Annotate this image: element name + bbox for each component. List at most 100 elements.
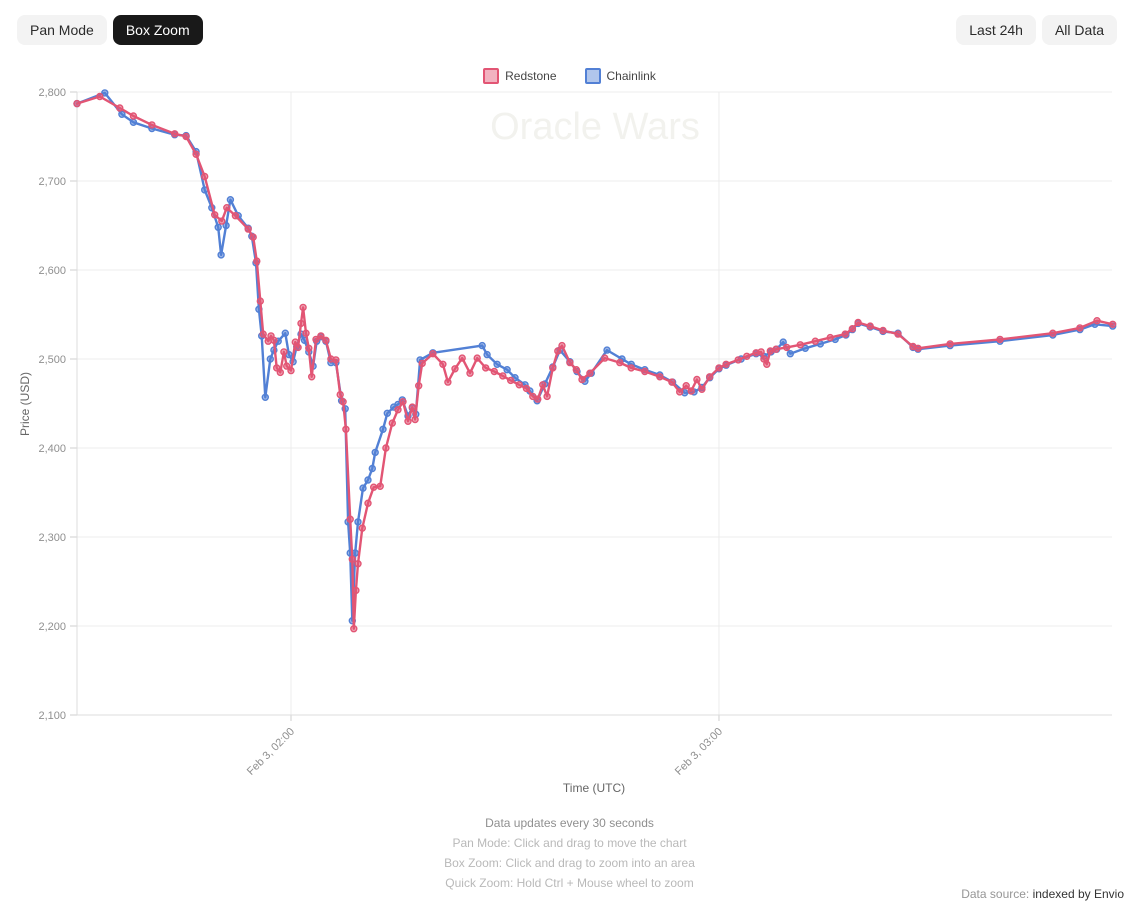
redstone-data-point — [302, 329, 310, 337]
redstone-data-point — [698, 385, 706, 393]
chainlink-data-point — [368, 464, 376, 473]
mode-toolbar: Pan Mode Box Zoom — [17, 15, 203, 45]
redstone-data-point — [253, 257, 261, 265]
redstone-data-point — [757, 348, 765, 356]
redstone-data-point — [411, 415, 419, 424]
price-chart-canvas[interactable]: Oracle Wars 2,100 2,200 2,300 2,400 2,500 2,60… — [0, 0, 1139, 806]
redstone-data-point — [693, 375, 701, 384]
last-24h-button[interactable]: Last 24h — [956, 15, 1036, 45]
redstone-data-point — [170, 130, 179, 138]
redstone-data-point — [350, 625, 358, 633]
redstone-data-point — [354, 560, 362, 568]
redstone-data-point — [116, 104, 124, 112]
redstone-data-point — [473, 354, 481, 362]
redstone-data-point — [231, 211, 240, 220]
redstone-data-point — [210, 211, 219, 219]
redstone-data-point — [1093, 317, 1101, 325]
redstone-data-point — [352, 586, 360, 595]
redstone-data-point — [439, 360, 447, 368]
redstone-data-point — [73, 99, 81, 108]
redstone-data-point — [218, 217, 226, 225]
redstone-data-point — [129, 112, 138, 120]
redstone-data-point — [287, 366, 295, 375]
redstone-data-point — [408, 403, 416, 411]
chainlink-data-point — [222, 221, 230, 230]
redstone-data-point — [276, 368, 284, 377]
y-tick-label: 2,600 — [38, 265, 66, 277]
redstone-data-point — [668, 378, 676, 386]
redstone-data-point — [783, 343, 791, 352]
box-zoom-hint: Box Zoom: Click and drag to zoom into an… — [444, 856, 695, 870]
redstone-data-point — [364, 499, 372, 507]
redstone-data-point — [415, 382, 423, 390]
redstone-data-point — [682, 382, 690, 390]
chainlink-data-point — [478, 341, 486, 350]
redstone-data-point — [601, 354, 609, 362]
y-tick-label: 2,700 — [38, 176, 66, 188]
redstone-data-point — [879, 326, 887, 335]
chainlink-data-point — [129, 118, 138, 127]
y-tick-label: 2,500 — [38, 354, 66, 366]
redstone-data-point — [586, 369, 594, 377]
redstone-data-point — [299, 303, 307, 312]
redstone-line — [75, 95, 1114, 630]
range-toolbar: Last 24h All Data — [956, 15, 1117, 45]
redstone-data-point — [182, 132, 190, 141]
chainlink-data-point — [786, 350, 794, 358]
x-axis-title: Time (UTC) — [563, 781, 625, 795]
redstone-data-point — [763, 360, 771, 368]
redstone-data-point — [914, 344, 922, 352]
y-tick-label: 2,800 — [38, 87, 66, 99]
chart-help-footer: Data updates every 30 seconds Pan Mode: … — [0, 813, 1139, 893]
redstone-data-point — [249, 233, 257, 241]
redstone-data-point — [515, 381, 523, 389]
chainlink-data-point — [118, 110, 126, 119]
redstone-data-point — [566, 358, 574, 367]
box-zoom-button[interactable]: Box Zoom — [112, 15, 203, 45]
redstone-data-point — [841, 330, 849, 338]
redstone-data-point — [339, 398, 347, 406]
redstone-data-point — [482, 364, 490, 372]
chainlink-data-point — [364, 476, 372, 484]
redstone-data-point — [676, 388, 684, 396]
redstone-data-point — [490, 367, 498, 376]
redstone-data-point — [317, 332, 325, 340]
all-data-button[interactable]: All Data — [1041, 15, 1117, 45]
redstone-data-point — [772, 345, 780, 353]
y-axis-title: Price (USD) — [18, 372, 32, 436]
redstone-data-point — [259, 330, 267, 338]
redstone-data-point — [148, 121, 156, 129]
redstone-data-point — [722, 360, 730, 368]
pan-mode-button[interactable]: Pan Mode — [17, 15, 107, 45]
redstone-data-point — [308, 373, 316, 381]
redstone-data-point — [706, 373, 714, 381]
redstone-data-point — [404, 417, 412, 425]
chainlink-data-point — [383, 409, 391, 417]
redstone-data-point — [743, 352, 751, 360]
redstone-data-point — [616, 358, 624, 367]
y-tick-label: 2,400 — [38, 443, 66, 455]
legend-item-redstone[interactable]: Redstone — [483, 68, 557, 84]
pan-mode-hint: Pan Mode: Click and drag to move the cha… — [452, 836, 687, 850]
redstone-data-point — [811, 337, 819, 345]
redstone-data-point — [656, 373, 664, 381]
envio-link[interactable]: indexed by Envio — [1032, 887, 1124, 901]
redstone-data-point — [297, 319, 305, 328]
redstone-data-point — [458, 354, 466, 362]
redstone-data-point — [358, 524, 366, 532]
redstone-data-point — [572, 366, 580, 374]
quick-zoom-hint: Quick Zoom: Hold Ctrl + Mouse wheel to z… — [445, 876, 694, 890]
legend-item-chainlink[interactable]: Chainlink — [584, 68, 656, 84]
redstone-data-point — [312, 335, 320, 344]
x-tick-label: Feb 3, 03:00 — [673, 726, 725, 778]
chainlink-data-point — [371, 448, 379, 457]
chainlink-data-point — [801, 344, 809, 352]
redstone-data-point — [256, 297, 264, 305]
chainlink-data-point — [261, 393, 269, 401]
redstone-data-point — [394, 406, 402, 414]
chainlink-data-point — [493, 360, 501, 368]
redstone-data-point — [522, 384, 531, 393]
redstone-data-point — [244, 225, 252, 233]
redstone-data-point — [866, 322, 874, 330]
chainlink-data-point — [354, 518, 362, 526]
